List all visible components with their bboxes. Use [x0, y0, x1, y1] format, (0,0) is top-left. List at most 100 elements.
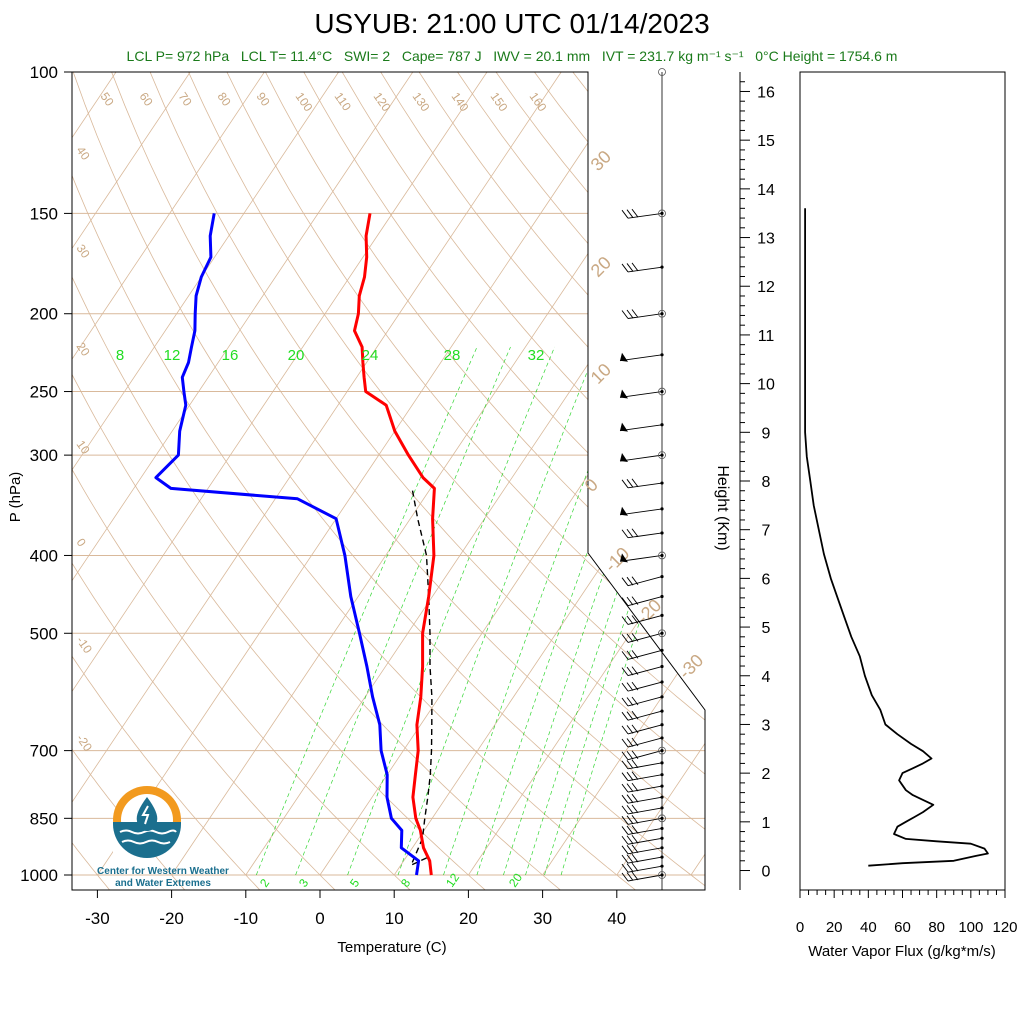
- wind-barb-flag: [620, 553, 628, 563]
- dry-adiabat-line: [226, 72, 705, 890]
- wind-barb-feather: [631, 576, 639, 585]
- height-tick-label: 9: [762, 425, 771, 442]
- dry-adiabat-line: [72, 72, 639, 890]
- logo-caption: Center for Western Weather and Water Ext…: [88, 866, 238, 890]
- wind-barb-feather: [626, 854, 634, 863]
- wind-barb-dot: [660, 574, 664, 579]
- height-tick-label: 8: [762, 474, 771, 491]
- wind-barb-feather: [621, 577, 629, 586]
- wind-barb-feather: [621, 479, 629, 489]
- wind-barb-feather: [626, 650, 634, 660]
- wind-barb-dot: [660, 855, 664, 859]
- wind-barb-feather: [626, 815, 634, 825]
- x-tick-label: 10: [385, 909, 404, 928]
- wind-barb-feather: [621, 816, 629, 825]
- dry-adiabat-line: [188, 72, 705, 890]
- isotherm-left-label: 40: [74, 144, 93, 163]
- wind-barb-dot: [660, 695, 664, 699]
- wind-barb-shaft: [627, 737, 663, 748]
- mixing-ratio-top-label: 28: [444, 347, 461, 364]
- wind-barb-shaft: [627, 762, 663, 770]
- mixing-ratio-top-label: 8: [116, 347, 124, 364]
- isotherm-right-label: 10: [587, 360, 615, 388]
- mixing-ratio-bottom-label: 2: [257, 876, 272, 890]
- dry-adiabat-line: [72, 72, 338, 890]
- wind-barb-flag: [620, 352, 628, 362]
- flux-tick-label: 0: [796, 919, 804, 936]
- isotherm-left-label: 20: [74, 340, 93, 359]
- wind-barb-feather: [626, 309, 634, 319]
- isotherm-left-label: 0: [74, 536, 89, 550]
- logo-line-1: Center for Western Weather: [97, 866, 229, 877]
- wind-barb-shaft: [627, 649, 663, 660]
- wind-barb-feather: [631, 844, 639, 854]
- flux-tick-label: 40: [860, 919, 877, 936]
- wind-barb-dot: [660, 806, 664, 810]
- isotherm-top-label: 160: [527, 90, 550, 115]
- height-tick-label: 13: [757, 231, 775, 248]
- chart-subtitle: LCL P= 972 hPa LCL T= 11.4°C SWI= 2 Cape…: [0, 48, 1024, 65]
- wind-barbs: [619, 68, 666, 890]
- isotherm-top-label: 90: [254, 90, 273, 109]
- wind-barb-feather: [631, 771, 639, 780]
- wind-barb-dot: [660, 481, 664, 485]
- flux-tick-label: 20: [826, 919, 843, 936]
- flux-axis-label: Water Vapor Flux (g/kg*m/s): [808, 943, 996, 960]
- isotherm-line: [468, 72, 705, 876]
- wind-barb-feather: [631, 615, 639, 624]
- wind-barb-feather: [621, 794, 629, 804]
- height-tick-label: 0: [762, 864, 771, 881]
- wind-barb-feather: [626, 825, 634, 835]
- wind-barb-feather: [621, 711, 629, 721]
- wind-barb-feather: [621, 616, 629, 625]
- height-tick-label: 11: [758, 328, 775, 345]
- isotherm-right-label: 0: [581, 475, 602, 496]
- height-tick-label: 5: [762, 620, 771, 637]
- isotherm-top-label: 60: [137, 90, 156, 109]
- dry-adiabat-line: [649, 72, 705, 890]
- flux-tick-label: 120: [992, 919, 1017, 936]
- wind-barb-feather: [631, 871, 639, 881]
- y-tick-label: 200: [30, 305, 58, 324]
- mixing-ratio-line: [560, 346, 705, 876]
- isotherm-line: [319, 72, 705, 876]
- wind-barb-shaft: [627, 874, 663, 882]
- wind-barb-dot: [660, 312, 664, 316]
- wind-barb-shaft: [619, 424, 663, 432]
- pressure-level-marker: [658, 551, 666, 560]
- isotherm-right-label: 20: [587, 253, 615, 281]
- height-tick-label: 2: [762, 766, 771, 783]
- wind-barb-dot: [660, 773, 664, 777]
- iwv-value: IWV = 20.1 mm: [493, 48, 591, 64]
- isotherm-top-label: 50: [98, 90, 117, 109]
- wind-barb-dot: [660, 664, 664, 669]
- wind-barb-feather: [621, 651, 629, 660]
- y-tick-label: 300: [30, 446, 58, 465]
- wind-barb-dot: [660, 265, 664, 269]
- mixing-ratio-top-label: 16: [222, 347, 239, 364]
- wind-barb-shaft: [627, 212, 663, 219]
- wind-barb-feather: [631, 596, 639, 605]
- wind-barb-dot: [660, 723, 664, 727]
- wind-barb-feather: [626, 263, 634, 272]
- wind-barb-feather: [626, 711, 634, 720]
- wind-barb-feather: [626, 760, 634, 769]
- wind-barb-feather: [621, 845, 629, 855]
- wind-barb-feather: [621, 826, 629, 835]
- pressure-level-marker: [658, 814, 666, 823]
- y-tick-label: 700: [30, 742, 58, 761]
- dry-adiabat-line: [380, 72, 705, 890]
- wind-barb-dot: [660, 846, 664, 850]
- wind-barb-feather: [621, 725, 629, 735]
- wind-barb-shaft: [627, 796, 663, 804]
- wind-barb-feather: [626, 863, 634, 872]
- isotherm-top-label: 150: [488, 90, 511, 115]
- mixing-ratio-line: [544, 346, 705, 876]
- wind-barb-feather: [626, 666, 634, 676]
- wind-barb-shaft: [619, 354, 663, 362]
- pressure-level-marker: [658, 209, 666, 218]
- wind-barb-dot: [660, 873, 664, 877]
- wind-barb-feather: [621, 682, 629, 692]
- wind-barb-feather: [621, 783, 629, 793]
- wind-barb-feather: [626, 738, 634, 747]
